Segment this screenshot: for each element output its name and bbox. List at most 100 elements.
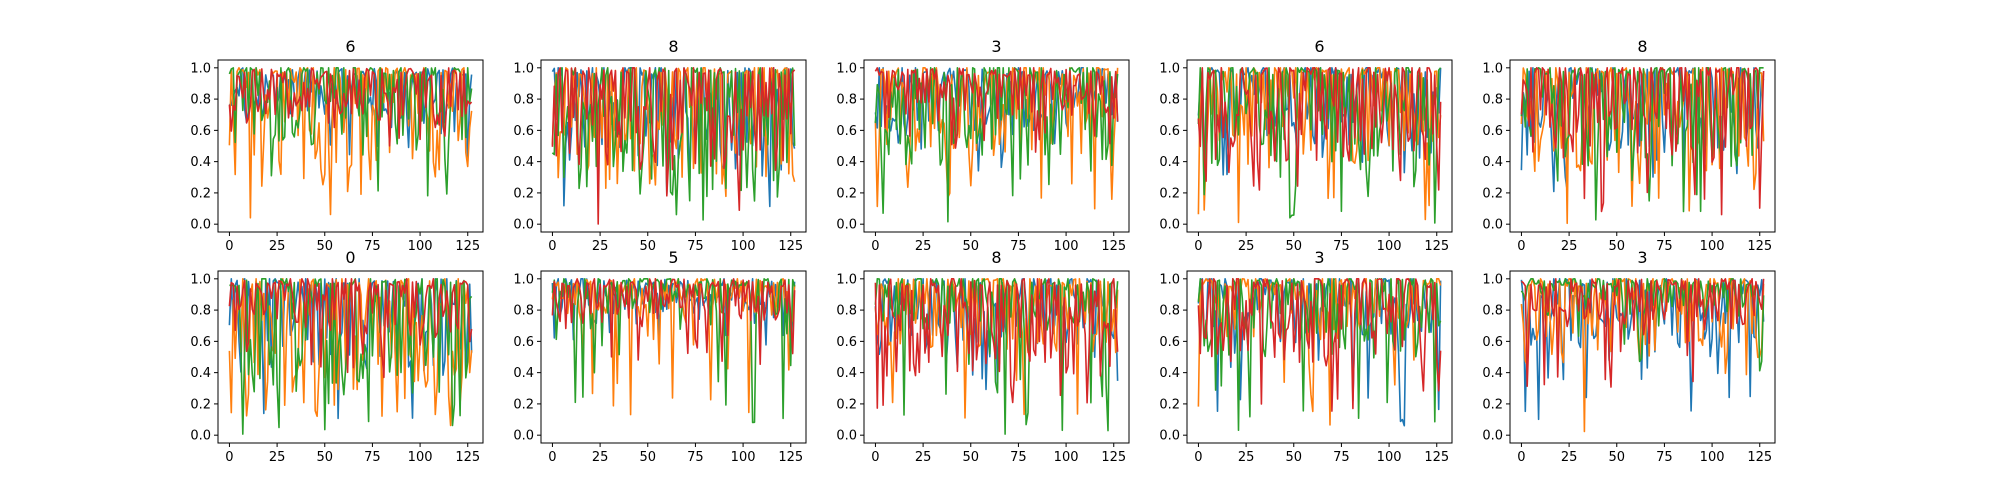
y-tick-label: 0.6 [836,335,857,350]
x-tick-label: 125 [1101,239,1126,254]
x-tick-label: 25 [1561,239,1578,254]
y-tick-label: 0.2 [1482,397,1503,412]
y-tick-label: 0.6 [513,335,534,350]
x-tick-label: 25 [269,450,286,465]
series-line-4 [1197,67,1442,191]
y-tick-label: 0.0 [1482,218,1503,233]
y-tick-label: 0.2 [190,186,211,201]
series-line-4 [1197,278,1442,412]
y-tick-label: 0.0 [1159,218,1180,233]
series-line-4 [551,278,796,365]
x-tick-label: 75 [687,239,704,254]
y-tick-label: 0.6 [1159,335,1180,350]
y-tick-label: 0.4 [190,155,211,170]
y-tick-label: 0.6 [513,124,534,139]
x-tick-label: 75 [1333,450,1350,465]
series-line-3 [1520,278,1765,372]
subplot-title: 6 [1314,37,1324,56]
y-tick-label: 0.4 [1159,155,1180,170]
axes-frame [540,59,807,233]
subplot-title: 0 [345,248,355,267]
x-tick-label: 50 [1285,450,1302,465]
y-tick-label: 0.0 [190,429,211,444]
axes-frame [1509,59,1776,233]
x-tick-label: 100 [408,450,433,465]
series-line-3 [551,67,796,221]
x-tick-label: 0 [548,450,556,465]
subplot-7: 0 25 50 75 100 125 0.0 0.2 0.4 0.6 0.8 1.0 5 [513,248,807,465]
subplot-2: 0 25 50 75 100 125 0.0 0.2 0.4 0.6 0.8 1.0 8 [513,37,807,254]
subplot-title: 3 [1637,248,1647,267]
x-tick-label: 100 [1377,239,1402,254]
series-line-4 [874,67,1119,153]
y-tick-label: 0.4 [1159,366,1180,381]
y-tick-label: 0.8 [190,93,211,108]
subplot-9: 0 25 50 75 100 125 0.0 0.2 0.4 0.6 0.8 1.0 3 [1159,248,1453,465]
x-tick-label: 50 [1285,239,1302,254]
x-tick-label: 100 [1377,450,1402,465]
x-tick-label: 100 [1700,239,1725,254]
x-tick-label: 50 [1608,239,1625,254]
x-tick-label: 25 [1561,450,1578,465]
subplot-title: 3 [1314,248,1324,267]
series-line-4 [551,67,796,225]
y-tick-label: 0.8 [513,93,534,108]
y-tick-label: 0.0 [513,429,534,444]
y-tick-label: 0.2 [1482,186,1503,201]
x-tick-label: 0 [225,239,233,254]
subplot-4: 0 25 50 75 100 125 0.0 0.2 0.4 0.6 0.8 1.0 6 [1159,37,1453,254]
y-tick-label: 0.2 [513,397,534,412]
x-tick-label: 25 [915,239,932,254]
series-line-2 [874,278,1119,419]
subplot-title: 8 [668,37,678,56]
y-tick-label: 0.0 [1159,429,1180,444]
y-tick-label: 0.2 [1159,186,1180,201]
x-tick-label: 75 [1010,239,1027,254]
y-tick-label: 0.0 [513,218,534,233]
series-line-4 [874,278,1119,409]
x-tick-label: 100 [1700,450,1725,465]
y-tick-label: 0.8 [190,304,211,319]
x-tick-label: 0 [871,239,879,254]
x-tick-label: 125 [1101,450,1126,465]
x-tick-label: 50 [962,450,979,465]
axes-frame [217,270,484,444]
subplot-10: 0 25 50 75 100 125 0.0 0.2 0.4 0.6 0.8 1.0 3 [1482,248,1776,465]
y-tick-label: 0.2 [190,397,211,412]
x-tick-label: 75 [687,450,704,465]
x-tick-label: 25 [592,450,609,465]
axes-frame [863,59,1130,233]
x-tick-label: 100 [1054,239,1079,254]
y-tick-label: 0.6 [836,124,857,139]
y-tick-label: 0.8 [1159,304,1180,319]
axes-frame [1186,59,1453,233]
x-tick-label: 25 [1238,450,1255,465]
x-tick-label: 125 [778,239,803,254]
y-tick-label: 1.0 [513,272,534,287]
x-tick-label: 0 [1194,450,1202,465]
x-tick-label: 0 [548,239,556,254]
y-tick-label: 1.0 [836,272,857,287]
y-tick-label: 0.8 [1482,93,1503,108]
x-tick-label: 50 [1608,450,1625,465]
x-tick-label: 100 [731,450,756,465]
x-tick-label: 125 [778,450,803,465]
y-tick-label: 1.0 [1482,272,1503,287]
x-tick-label: 25 [592,239,609,254]
axes-frame [217,59,484,233]
x-tick-label: 25 [269,239,286,254]
x-tick-label: 75 [1656,239,1673,254]
x-tick-label: 75 [1010,450,1027,465]
series-line-4 [228,278,473,379]
subplot-8: 0 25 50 75 100 125 0.0 0.2 0.4 0.6 0.8 1.0 8 [836,248,1130,465]
x-tick-label: 125 [455,450,480,465]
x-tick-label: 100 [408,239,433,254]
y-tick-label: 0.0 [836,218,857,233]
y-tick-label: 0.8 [1159,93,1180,108]
y-tick-label: 0.2 [1159,397,1180,412]
subplot-5: 0 25 50 75 100 125 0.0 0.2 0.4 0.6 0.8 1.0 8 [1482,37,1776,254]
y-tick-label: 0.6 [1159,124,1180,139]
y-tick-label: 0.6 [190,124,211,139]
y-tick-label: 0.4 [1482,155,1503,170]
